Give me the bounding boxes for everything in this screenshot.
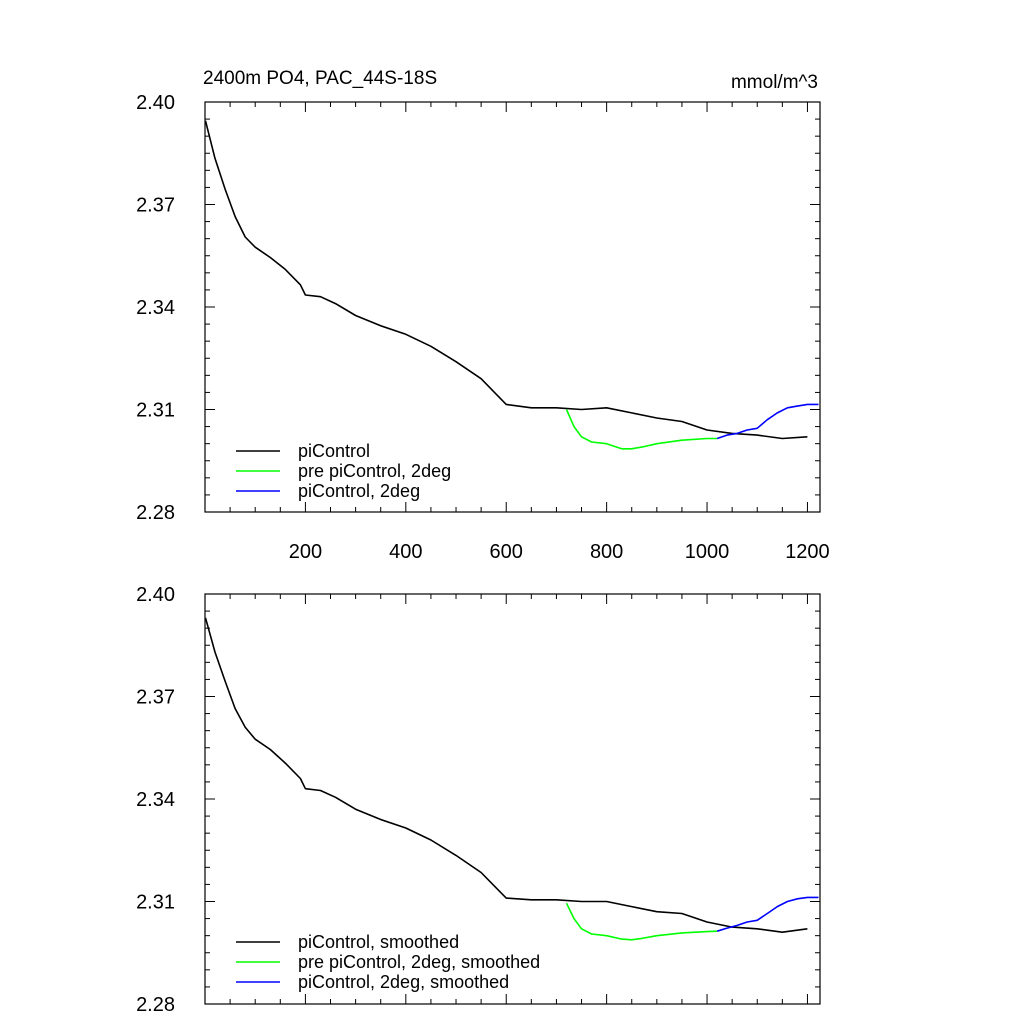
top-panel: 2400m PO4, PAC_44S-18S mmol/m^3 2.28 2.31… [136,68,830,563]
y-tick-label: 2.34 [136,297,175,319]
series-line-2 [565,409,718,450]
series-line-3 [716,403,819,440]
bottom-panel: 2.28 2.31 2.34 2.37 2.40 piControl, smoothed… [136,584,821,1016]
x-tick-label: 1200 [785,541,830,563]
plot-area [204,120,819,450]
y-tick-label: 2.40 [136,584,175,606]
x-tick-label: 200 [289,541,322,563]
y-tick-label: 2.31 [136,400,175,422]
y-tick-label: 2.37 [136,195,175,217]
legend-label: piControl [298,441,370,461]
y-tick-label: 2.28 [136,502,175,524]
y-tick-label: 2.28 [136,994,175,1016]
legend-label: pre piControl, 2deg, smoothed [298,952,540,972]
y-tick-label: 2.34 [136,789,175,811]
units-label: mmol/m^3 [731,72,818,93]
x-tick-label: 800 [590,541,623,563]
x-tick-label: 1000 [685,541,730,563]
x-tick-label: 600 [490,541,523,563]
legend-label: piControl, smoothed [298,932,459,952]
series-line-1 [204,617,808,934]
plot-area [204,617,819,941]
legend-label: piControl, 2deg [298,481,420,501]
series-line-2 [565,902,718,941]
axes: 2.28 2.31 2.34 2.37 2.40 [136,584,821,1016]
y-tick-label: 2.37 [136,687,175,709]
axes: 2.28 2.31 2.34 2.37 2.40 200 400 600 800 1000 1200 [136,92,830,563]
x-tick-label: 400 [389,541,422,563]
y-tick-label: 2.31 [136,892,175,914]
chart-title: 2400m PO4, PAC_44S-18S [203,68,437,89]
series-line-3 [716,896,819,932]
series-line-1 [204,120,808,440]
y-tick-label: 2.40 [136,92,175,114]
legend-label: pre piControl, 2deg [298,461,451,481]
legend-label: piControl, 2deg, smoothed [298,972,509,992]
